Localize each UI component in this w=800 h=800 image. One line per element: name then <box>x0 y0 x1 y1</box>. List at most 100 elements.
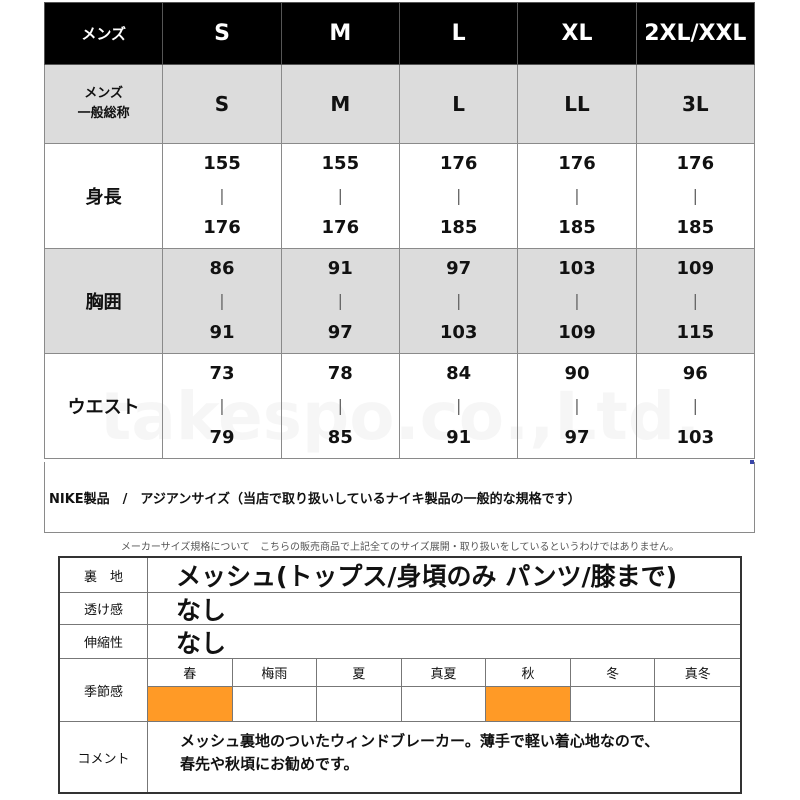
range-max: 97 <box>564 427 590 448</box>
waist-range-cell: 96 | 103 <box>635 353 756 459</box>
spec-table: 裏 地 メッシュ(トップス/身頃のみ パンツ/膝まで) 透け感 なし 伸縮性 な… <box>58 556 742 794</box>
range-max: 115 <box>676 322 715 343</box>
range-max: 185 <box>676 217 715 238</box>
size-chart-table: メンズ S M L XL 2XL/XXL メンズ 一般総称 S M L LL 3… <box>43 2 756 459</box>
season-spring: 春 <box>148 659 233 687</box>
range-max: 97 <box>327 322 353 343</box>
sheer-label: 透け感 <box>60 593 148 624</box>
range-separator: | <box>574 291 580 310</box>
range-separator: | <box>574 186 580 205</box>
season-row: 季節感 春 梅雨 夏 真夏 秋 冬 真冬 <box>60 659 740 722</box>
disclaimer: メーカーサイズ規格について こちらの販売商品で上記全てのサイズ展開・取り扱いをし… <box>120 542 680 553</box>
corner-mark <box>750 460 754 464</box>
range-separator: | <box>219 396 225 415</box>
chest-range-cell: 97 | 103 <box>398 248 519 354</box>
season-summer: 夏 <box>317 659 402 687</box>
waist-row: ウエスト 73 | 79 78 | 85 84 | 91 90 | 97 96 … <box>43 353 756 459</box>
chest-range-cell: 103 | 109 <box>517 248 637 354</box>
sheer-value: なし <box>176 595 227 625</box>
range-max: 185 <box>439 217 478 238</box>
waist-range-cell: 73 | 79 <box>162 353 282 459</box>
comment-text: メッシュ裏地のついたウィンドブレーカー。薄手で軽い着心地なので、 春先や秋頃にお… <box>148 722 740 792</box>
range-separator: | <box>692 291 699 310</box>
comment-label: コメント <box>60 722 148 792</box>
range-min: 73 <box>209 363 235 384</box>
range-min: 96 <box>682 363 708 384</box>
range-min: 155 <box>321 153 360 174</box>
range-separator: | <box>219 186 225 205</box>
comment-line-1: メッシュ裏地のついたウィンドブレーカー。薄手で軽い着心地なので、 <box>180 732 660 750</box>
season-mark-midwinter <box>655 687 740 721</box>
range-separator: | <box>337 186 344 205</box>
lining-value: メッシュ(トップス/身頃のみ パンツ/膝まで) <box>176 562 678 591</box>
lining-row: 裏 地 メッシュ(トップス/身頃のみ パンツ/膝まで) <box>60 558 740 593</box>
range-max: 79 <box>209 427 235 448</box>
season-midwinter: 真冬 <box>655 659 740 687</box>
general-size-cell: S <box>162 64 282 144</box>
range-max: 91 <box>446 427 472 448</box>
range-min: 155 <box>203 153 241 174</box>
size-header-m: M <box>280 2 400 65</box>
range-min: 90 <box>564 363 590 384</box>
height-range-cell: 176 | 185 <box>517 143 637 249</box>
chest-label: 胸囲 <box>43 248 164 354</box>
general-size-label: メンズ 一般総称 <box>43 64 164 144</box>
waist-range-cell: 84 | 91 <box>398 353 519 459</box>
range-min: 176 <box>558 153 596 174</box>
range-min: 109 <box>676 258 715 279</box>
range-max: 85 <box>327 427 353 448</box>
season-mark-rainy <box>233 687 318 721</box>
season-mark-spring <box>148 687 233 721</box>
height-range-cell: 155 | 176 <box>280 143 400 249</box>
range-min: 78 <box>327 363 353 384</box>
range-separator: | <box>219 291 225 310</box>
waist-range-cell: 78 | 85 <box>280 353 400 459</box>
chest-range-cell: 91 | 97 <box>280 248 400 354</box>
range-min: 97 <box>446 258 472 279</box>
general-size-row: メンズ 一般総称 S M L LL 3L <box>43 64 756 144</box>
season-grid: 春 梅雨 夏 真夏 秋 冬 真冬 <box>148 659 740 721</box>
general-label-line1: メンズ <box>84 86 124 101</box>
waist-label: ウエスト <box>43 353 164 459</box>
general-size-cell: 3L <box>635 64 756 144</box>
season-mark-summer <box>317 687 402 721</box>
range-min: 176 <box>676 153 715 174</box>
range-separator: | <box>574 396 580 415</box>
range-min: 176 <box>439 153 478 174</box>
height-range-cell: 176 | 185 <box>635 143 756 249</box>
range-min: 91 <box>327 258 353 279</box>
general-size-cell: LL <box>517 64 637 144</box>
height-label: 身長 <box>43 143 164 249</box>
stretch-value: なし <box>176 628 227 658</box>
stretch-label: 伸縮性 <box>60 625 148 658</box>
range-max: 103 <box>439 322 478 343</box>
range-max: 109 <box>558 322 596 343</box>
chest-range-cell: 86 | 91 <box>162 248 282 354</box>
stretch-row: 伸縮性 なし <box>60 625 740 659</box>
season-winter: 冬 <box>570 659 656 687</box>
size-header-xl: XL <box>517 2 637 65</box>
general-size-cell: M <box>280 64 400 144</box>
range-max: 103 <box>676 427 715 448</box>
size-header-l: L <box>398 2 519 65</box>
chest-row: 胸囲 86 | 91 91 | 97 97 | 103 103 | 109 10… <box>43 248 756 354</box>
waist-range-cell: 90 | 97 <box>517 353 637 459</box>
comment-line-2: 春先や秋頃にお勧めです。 <box>180 755 359 773</box>
range-separator: | <box>455 396 462 415</box>
general-size-cell: L <box>398 64 519 144</box>
size-note: NIKE製品 / アジアンサイズ（当店で取り扱いしているナイキ製品の一般的な規格… <box>49 492 581 507</box>
range-min: 84 <box>446 363 472 384</box>
range-max: 176 <box>203 217 241 238</box>
sheer-row: 透け感 なし <box>60 593 740 625</box>
size-header-s: S <box>162 2 282 65</box>
size-header-2xl: 2XL/XXL <box>635 2 756 65</box>
range-max: 91 <box>209 322 235 343</box>
note-box: NIKE製品 / アジアンサイズ（当店で取り扱いしているナイキ製品の一般的な規格… <box>44 460 755 533</box>
season-mark-autumn <box>486 687 571 721</box>
season-midsummer: 真夏 <box>401 659 487 687</box>
lining-label: 裏 地 <box>60 558 148 592</box>
height-row: 身長 155 | 176 155 | 176 176 | 185 176 | 1… <box>43 143 756 249</box>
range-separator: | <box>455 186 462 205</box>
height-range-cell: 155 | 176 <box>162 143 282 249</box>
range-max: 185 <box>558 217 596 238</box>
